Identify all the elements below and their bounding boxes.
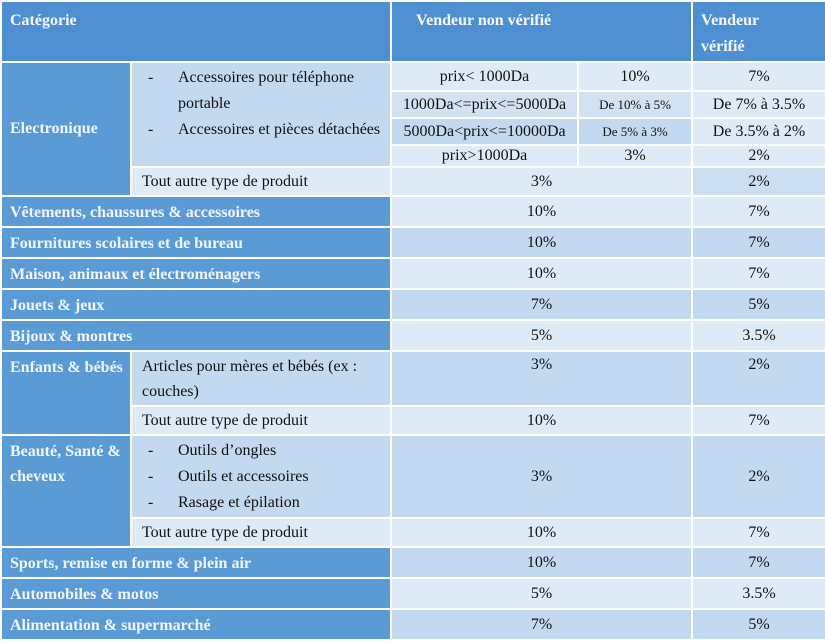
category-label: Sports, remise en forme & plein air — [0, 546, 393, 579]
row-alimentation: Alimentation & supermarché 7% 5% — [0, 608, 825, 641]
price-tier-cell: 5000Da<prix<=10000Da — [390, 117, 580, 146]
category-label: Maison, animaux et électroménagers — [0, 257, 393, 290]
rate-non-verified-cell: 10% — [390, 517, 694, 548]
rate-verified-cell: 7% — [691, 546, 825, 579]
rate-verified-cell: 7% — [691, 61, 825, 92]
rate-non-verified-cell: 10% — [390, 195, 694, 228]
list-item: - Rasage et épilation — [142, 490, 384, 516]
bullet-dash: - — [148, 69, 154, 86]
category-label: Fournitures scolaires et de bureau — [0, 226, 393, 259]
row-sports: Sports, remise en forme & plein air 10% … — [0, 546, 825, 579]
row-bijoux: Bijoux & montres 5% 3.5% — [0, 319, 825, 352]
row-electronique-tier2: 1000Da<=prix<=5000Da De 10% à 5% De 7% à… — [1, 90, 825, 119]
rate-verified-cell: 5% — [691, 608, 825, 641]
rate-non-verified-cell: 10% — [577, 61, 694, 92]
rate-verified-cell: 2% — [691, 144, 825, 168]
header-row: Catégorie Vendeur non vérifié Vendeur vé… — [0, 0, 825, 63]
row-electronique-tier3: 5000Da<prix<=10000Da De 5% à 3% De 3.5% … — [1, 117, 825, 146]
rate-non-verified-cell: De 10% à 5% — [577, 90, 694, 119]
rate-non-verified-cell: 10% — [390, 546, 694, 579]
rate-non-verified-cell: 3% — [577, 144, 694, 168]
rate-verified-cell: 7% — [691, 405, 825, 436]
price-tier-cell: 1000Da<=prix<=5000Da — [390, 90, 580, 119]
rate-verified-cell: 3.5% — [691, 577, 825, 610]
rate-non-verified-cell: 5% — [390, 577, 694, 610]
header-vendor-non-verified: Vendeur non vérifié — [390, 0, 694, 63]
row-beaute-other: Tout autre type de produit 10% 7% — [1, 517, 825, 548]
category-label: Bijoux & montres — [0, 319, 393, 352]
bullet-dash: - — [148, 442, 154, 459]
rate-non-verified-cell: 3% — [390, 350, 694, 407]
category-beaute: Beauté, Santé & cheveux — [0, 434, 132, 548]
rate-non-verified-cell: De 5% à 3% — [577, 117, 694, 146]
rate-non-verified-cell: 7% — [390, 608, 694, 641]
row-enfants-articles: Enfants & bébés Articles pour mères et b… — [0, 350, 825, 436]
category-label: Jouets & jeux — [0, 288, 393, 321]
rate-non-verified-cell: 7% — [390, 288, 694, 321]
header-category: Catégorie — [0, 0, 393, 63]
row-fournitures: Fournitures scolaires et de bureau 10% 7… — [0, 226, 825, 259]
price-tier-cell: prix>1000Da — [390, 144, 580, 168]
rate-non-verified-cell: 10% — [390, 257, 694, 290]
list-item: - Accessoires pour téléphone portable — [142, 65, 384, 117]
rate-verified-cell: De 3.5% à 2% — [691, 117, 825, 146]
list-item: - Outils d’ongles — [142, 438, 384, 464]
rate-verified-cell: 5% — [691, 288, 825, 321]
electronique-bullet-list: - Accessoires pour téléphone portable - … — [129, 61, 393, 168]
description-cell: Tout autre type de produit — [129, 166, 393, 197]
row-vetements: Vêtements, chaussures & accessoires 10% … — [0, 195, 825, 228]
row-jouets: Jouets & jeux 7% 5% — [0, 288, 825, 321]
row-maison: Maison, animaux et électroménagers 10% 7… — [0, 257, 825, 290]
price-tier-cell: prix< 1000Da — [390, 61, 580, 92]
row-beaute-bullets: Beauté, Santé & cheveux - Outils d’ongle… — [0, 434, 825, 548]
row-electronique-other: Tout autre type de produit 3% 2% — [1, 166, 825, 197]
bullet-dash: - — [148, 494, 154, 511]
category-label: Alimentation & supermarché — [0, 608, 393, 641]
rate-verified-cell: 2% — [691, 166, 825, 197]
rate-non-verified-cell: 5% — [390, 319, 694, 352]
category-electronique: Electronique — [0, 61, 132, 197]
rate-verified-cell: 2% — [691, 434, 825, 519]
list-item: - Outils et accessoires — [142, 464, 384, 490]
rate-non-verified-cell: 10% — [390, 226, 694, 259]
description-cell: Articles pour mères et bébés (ex : couch… — [129, 350, 393, 407]
rate-non-verified-cell: 3% — [390, 434, 694, 519]
rate-verified-cell: 7% — [691, 226, 825, 259]
rate-verified-cell: 3.5% — [691, 319, 825, 352]
description-cell: Tout autre type de produit — [129, 517, 393, 548]
row-electronique-tier4: prix>1000Da 3% 2% — [1, 144, 825, 168]
header-vendor-verified: Vendeur vérifié — [691, 0, 825, 63]
bullet-dash: - — [148, 121, 154, 138]
description-cell: Tout autre type de produit — [129, 405, 393, 436]
rate-verified-cell: De 7% à 3.5% — [691, 90, 825, 119]
list-item: - Accessoires et pièces détachées — [142, 117, 384, 143]
beaute-bullet-list: - Outils d’ongles - Outils et accessoire… — [129, 434, 393, 519]
rate-verified-cell: 7% — [691, 195, 825, 228]
category-label: Vêtements, chaussures & accessoires — [0, 195, 393, 228]
category-label: Automobiles & motos — [0, 577, 393, 610]
row-automobiles: Automobiles & motos 5% 3.5% — [0, 577, 825, 610]
rate-non-verified-cell: 10% — [390, 405, 694, 436]
rate-non-verified-cell: 3% — [390, 166, 694, 197]
bullet-dash: - — [148, 468, 154, 485]
rate-verified-cell: 2% — [691, 350, 825, 407]
row-enfants-other: Tout autre type de produit 10% 7% — [1, 405, 825, 436]
rate-verified-cell: 7% — [691, 517, 825, 548]
rate-verified-cell: 7% — [691, 257, 825, 290]
row-electronique-tier1: Electronique - Accessoires pour téléphon… — [0, 61, 825, 197]
category-enfants: Enfants & bébés — [0, 350, 132, 436]
